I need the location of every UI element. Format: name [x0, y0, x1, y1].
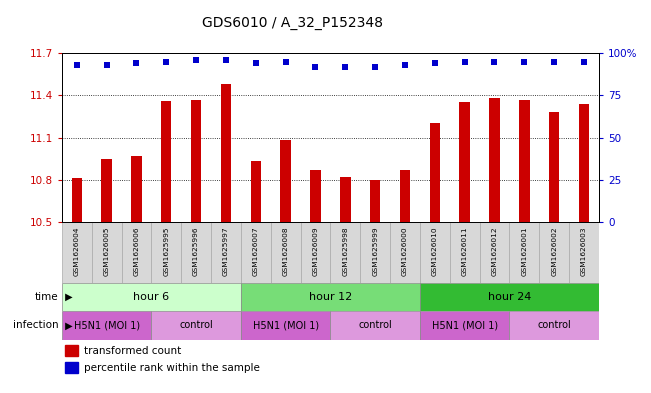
Bar — [211, 222, 241, 283]
Text: GSM1626009: GSM1626009 — [312, 226, 318, 276]
Bar — [122, 222, 151, 283]
Text: hour 24: hour 24 — [488, 292, 531, 302]
Text: percentile rank within the sample: percentile rank within the sample — [85, 363, 260, 373]
Bar — [151, 222, 181, 283]
Point — [519, 58, 529, 64]
Bar — [490, 98, 500, 222]
Bar — [480, 222, 510, 283]
Bar — [420, 222, 450, 283]
Bar — [331, 311, 420, 340]
Bar — [510, 311, 599, 340]
Bar — [311, 170, 321, 222]
Text: control: control — [358, 320, 392, 331]
Bar — [330, 222, 360, 283]
Point — [311, 63, 321, 70]
Bar — [102, 159, 112, 222]
Point — [132, 60, 142, 66]
Text: GSM1625998: GSM1625998 — [342, 226, 348, 276]
Text: ▶: ▶ — [62, 320, 72, 331]
Point — [430, 60, 440, 66]
Bar — [340, 177, 350, 222]
Point — [549, 58, 559, 64]
Text: hour 6: hour 6 — [133, 292, 169, 302]
Bar — [72, 178, 82, 222]
Text: GSM1626011: GSM1626011 — [462, 226, 467, 276]
Text: GSM1626003: GSM1626003 — [581, 226, 587, 276]
Text: GSM1625999: GSM1625999 — [372, 226, 378, 276]
Point — [340, 63, 350, 70]
Text: GSM1626008: GSM1626008 — [283, 226, 288, 276]
Bar — [281, 140, 291, 222]
Text: GSM1626002: GSM1626002 — [551, 226, 557, 276]
Text: GSM1625997: GSM1625997 — [223, 226, 229, 276]
Bar — [62, 311, 151, 340]
Text: transformed count: transformed count — [85, 346, 182, 356]
Bar — [241, 283, 420, 311]
Point — [72, 62, 82, 68]
Text: control: control — [537, 320, 571, 331]
Text: control: control — [179, 320, 213, 331]
Point — [102, 62, 112, 68]
Bar — [64, 345, 78, 356]
Bar — [62, 283, 241, 311]
Bar — [390, 222, 420, 283]
Bar — [569, 222, 599, 283]
Bar — [510, 222, 539, 283]
Point — [161, 58, 171, 64]
Bar — [420, 283, 599, 311]
Point — [490, 58, 500, 64]
Bar — [62, 222, 92, 283]
Bar — [450, 222, 480, 283]
Bar — [181, 222, 211, 283]
Point — [251, 60, 261, 66]
Bar — [400, 170, 410, 222]
Text: H5N1 (MOI 1): H5N1 (MOI 1) — [432, 320, 498, 331]
Text: GSM1625996: GSM1625996 — [193, 226, 199, 276]
Bar — [191, 99, 201, 222]
Text: infection: infection — [13, 320, 59, 331]
Bar — [241, 311, 330, 340]
Text: GSM1625995: GSM1625995 — [163, 226, 169, 276]
Text: GSM1626007: GSM1626007 — [253, 226, 259, 276]
Point — [221, 57, 231, 63]
Text: GSM1626006: GSM1626006 — [133, 226, 139, 276]
Bar — [360, 222, 390, 283]
Point — [281, 58, 291, 64]
Text: time: time — [35, 292, 59, 302]
Bar — [271, 222, 301, 283]
Bar — [132, 156, 142, 222]
Point — [191, 57, 201, 63]
Point — [579, 58, 589, 64]
Text: GSM1626004: GSM1626004 — [74, 226, 80, 276]
Text: GDS6010 / A_32_P152348: GDS6010 / A_32_P152348 — [202, 16, 383, 30]
Bar — [92, 222, 122, 283]
Text: hour 12: hour 12 — [309, 292, 352, 302]
Text: GSM1626005: GSM1626005 — [104, 226, 109, 276]
Text: GSM1626012: GSM1626012 — [492, 226, 497, 276]
Point — [400, 62, 410, 68]
Bar — [370, 180, 380, 222]
Point — [460, 58, 470, 64]
Bar — [251, 162, 261, 222]
Bar — [539, 222, 569, 283]
Bar — [151, 311, 241, 340]
Bar — [420, 311, 509, 340]
Text: GSM1626000: GSM1626000 — [402, 226, 408, 276]
Text: ▶: ▶ — [62, 292, 72, 302]
Point — [370, 63, 380, 70]
Bar — [460, 102, 470, 222]
Bar — [301, 222, 330, 283]
Bar — [221, 84, 231, 222]
Text: GSM1626001: GSM1626001 — [521, 226, 527, 276]
Bar — [64, 362, 78, 373]
Bar — [549, 112, 559, 222]
Bar — [161, 101, 171, 222]
Bar — [430, 123, 440, 222]
Bar — [241, 222, 271, 283]
Text: GSM1626010: GSM1626010 — [432, 226, 438, 276]
Text: H5N1 (MOI 1): H5N1 (MOI 1) — [74, 320, 140, 331]
Text: H5N1 (MOI 1): H5N1 (MOI 1) — [253, 320, 319, 331]
Bar — [519, 99, 529, 222]
Bar — [579, 104, 589, 222]
